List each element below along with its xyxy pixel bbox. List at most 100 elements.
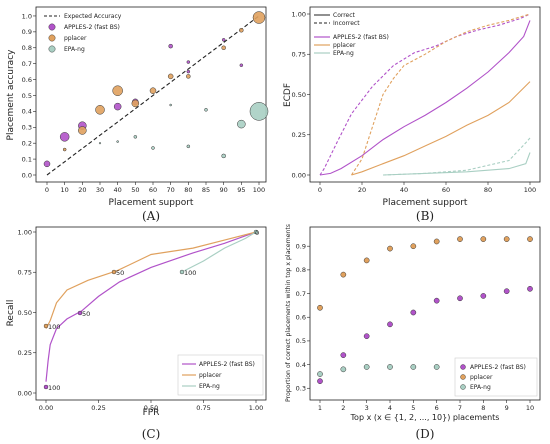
panel-d-legend: APPLES-2 (fast BS) pplacer EPA-ng <box>454 357 538 397</box>
y-tick-label: 0.00 <box>292 171 306 179</box>
x-tick-label: 0.50 <box>144 404 158 412</box>
legend-apples-label: APPLES-2 (fast BS) <box>470 364 526 371</box>
point-epa-ng <box>340 366 347 373</box>
panel-b-ylabel: ECDF <box>283 83 293 107</box>
ecdf-line-apples-2-solid <box>319 20 531 176</box>
x-tick-label: 4 <box>388 404 392 412</box>
x-tick-label: 0.75 <box>196 404 210 412</box>
legend-pplacer-label: pplacer <box>333 42 356 49</box>
x-tick-label: 2 <box>341 404 345 412</box>
x-tick-label: 10 <box>61 186 69 194</box>
point-apples-2 <box>317 378 323 385</box>
panel-d-ylabel: Proportion of correct placements within … <box>285 224 292 402</box>
panel-d-label: (D) <box>416 427 435 441</box>
point-apples-2 <box>503 288 510 295</box>
y-tick-label: 0.75 <box>18 269 32 277</box>
point-apples-2 <box>433 297 440 304</box>
legend-apples-marker <box>48 23 56 31</box>
point-pplacer <box>433 238 440 245</box>
y-tick-label: 0.8 <box>22 44 32 52</box>
panel-c-label: (C) <box>142 427 161 441</box>
annotation-text: 0 <box>255 229 259 237</box>
legend-epa-label: EPA-ng <box>64 46 85 53</box>
x-tick-label: 0.25 <box>91 404 105 412</box>
y-tick-label: 0.3 <box>22 124 32 132</box>
legend-incorrect-label: Incorrect <box>333 20 360 27</box>
y-tick-label: 0.2 <box>22 139 32 147</box>
panel-a-frame <box>35 6 267 183</box>
point-pplacer <box>410 243 417 250</box>
ecdf-line-pplacer-dashed <box>351 13 531 176</box>
y-tick-label: 1.00 <box>18 228 32 236</box>
y-tick-label: 0.50 <box>18 309 32 317</box>
panel-d: 1 2 3 4 5 6 7 8 9 10 0.3 0.4 0.5 0.6 0.7 0.8 0.9 Top x … <box>285 224 541 441</box>
panel-c-ylabel: Recall <box>6 300 16 327</box>
legend-correct-label: Correct <box>333 12 356 19</box>
point-pplacer <box>78 126 87 135</box>
panel-a-xlabel: Placement support <box>109 198 194 208</box>
y-tick-label: 0.1 <box>22 155 32 163</box>
y-tick-label: 0.25 <box>18 349 32 357</box>
x-tick-label: 85 <box>202 186 210 194</box>
panel-c-legend: APPLES-2 (fast BS) pplacer EPA-ng <box>177 354 264 396</box>
x-tick-label: 80 <box>484 186 492 194</box>
x-tick-label: 0 <box>45 186 49 194</box>
y-tick-label: 0.75 <box>292 51 306 59</box>
x-tick-label: 9 <box>505 404 509 412</box>
legend-pplacer-marker <box>48 34 56 42</box>
panel-c-xlabel: FPR <box>143 408 160 418</box>
roc-line-pplacer <box>45 231 257 329</box>
x-tick-label: 6 <box>435 404 439 412</box>
legend-expected-label: Expected Accuracy <box>64 13 122 20</box>
x-tick-label: 50 <box>131 186 139 194</box>
x-tick-label: 40 <box>400 186 408 194</box>
point-apples-2 <box>457 295 463 302</box>
panel-b-legend: Correct Incorrect APPLES-2 (fast BS) ppl… <box>314 12 389 57</box>
x-tick-label: 70 <box>167 186 175 194</box>
point-epa-ng <box>186 144 191 149</box>
panel-c: 0.00 0.25 0.50 0.75 1.00 0.00 0.25 0.50 0.75 1.0… <box>6 226 267 441</box>
legend-apples-label: APPLES-2 (fast BS) <box>199 361 255 368</box>
point-apples-2 <box>59 132 70 142</box>
legend-pplacer-marker <box>460 374 466 380</box>
x-tick-label: 7 <box>458 404 462 412</box>
point-apples-2 <box>410 309 417 316</box>
legend-pplacer-label: pplacer <box>64 35 87 42</box>
annotation-text: 100 <box>48 384 60 392</box>
ecdf-line-epa-ng-solid <box>382 152 531 176</box>
x-tick-label: 5 <box>411 404 415 412</box>
panel-a-legend: Expected Accuracy APPLES-2 (fast BS) ppl… <box>44 13 122 53</box>
point-epa-ng <box>151 146 155 150</box>
annotation-marker <box>179 269 185 275</box>
point-pplacer <box>95 105 105 115</box>
point-epa-ng <box>387 364 393 370</box>
y-tick-label: 1.0 <box>22 12 32 20</box>
point-pplacer <box>387 245 393 252</box>
point-pplacer <box>131 99 140 108</box>
panel-a-ylabel: Placement accuracy <box>6 49 16 141</box>
y-tick-label: 0.5 <box>296 337 306 345</box>
x-tick-label: 95 <box>237 186 245 194</box>
y-tick-label: 0.0 <box>22 171 32 179</box>
x-tick-label: 90 <box>220 186 228 194</box>
point-epa-ng <box>204 108 208 112</box>
y-tick-label: 0.6 <box>296 314 306 322</box>
x-tick-label: 60 <box>442 186 450 194</box>
point-epa-ng <box>237 119 246 129</box>
point-pplacer <box>363 257 370 264</box>
legend-epa-label: EPA-ng <box>199 383 220 390</box>
expected-accuracy-line <box>46 15 260 176</box>
point-apples-2 <box>43 160 51 168</box>
y-tick-label: 0.5 <box>22 92 32 100</box>
x-tick-label: 30 <box>96 186 104 194</box>
x-tick-label: 1.00 <box>249 404 263 412</box>
y-tick-label: 0.00 <box>18 389 32 397</box>
legend-pplacer-label: pplacer <box>199 372 222 379</box>
point-pplacer <box>503 236 510 242</box>
x-tick-label: 80 <box>184 186 192 194</box>
x-tick-label: 10 <box>526 404 534 412</box>
point-epa-ng <box>98 142 102 145</box>
y-tick-label: 0.3 <box>296 385 306 393</box>
legend-pplacer-label: pplacer <box>470 374 493 381</box>
